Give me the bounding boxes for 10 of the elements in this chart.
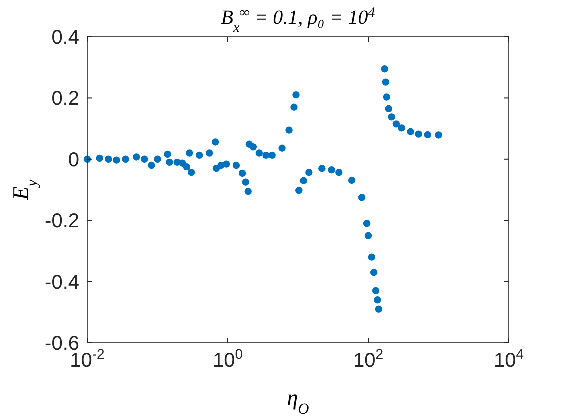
x-tick-label: 10$^{0}$ (212, 346, 244, 372)
y-tick-label: 0 (68, 149, 80, 172)
y-tick-label: 0.4 (52, 27, 80, 49)
y-tick-label: -0.2 (45, 210, 80, 233)
x-axis-title: η$_{O}$ (287, 385, 310, 418)
x-tick-label: 10$^{4}$ (494, 346, 524, 372)
x-tick-label: 10$^{2}$ (353, 346, 384, 372)
y-tick-label: 0.2 (52, 88, 80, 110)
chart-title: B$_{x}$$^{∞}$ = 0.1, ρ₀ = 10$^{4}$ (221, 6, 376, 36)
y-tick-label: -0.4 (45, 272, 80, 294)
